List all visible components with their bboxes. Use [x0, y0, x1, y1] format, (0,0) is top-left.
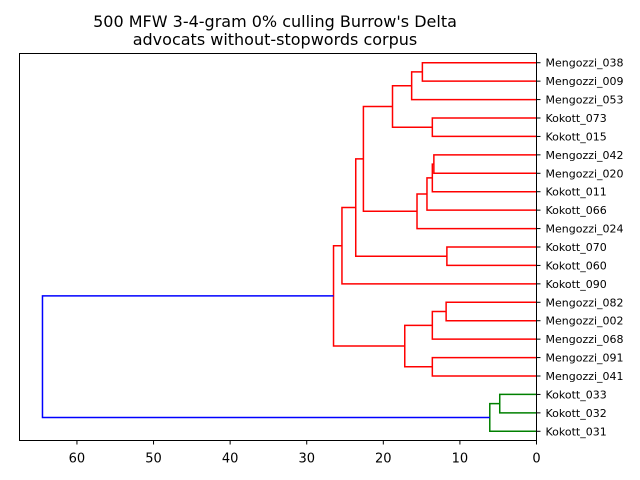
leaf-label: Mengozzi_068 — [546, 333, 624, 346]
dendrogram-link — [431, 163, 537, 193]
x-tick-label: 60 — [69, 452, 86, 467]
dendrogram-links — [41, 61, 537, 433]
dendrogram-link — [404, 324, 433, 368]
x-tick-label: 40 — [222, 452, 239, 467]
leaf-label: Kokott_015 — [546, 130, 607, 143]
dendrogram-link — [431, 356, 537, 377]
x-tick-label: 30 — [298, 452, 315, 467]
dendrogram-link — [332, 244, 405, 347]
dendrogram-link — [421, 61, 537, 82]
leaf-label: Mengozzi_091 — [546, 352, 624, 365]
leaf-label: Kokott_073 — [546, 112, 607, 125]
leaf-label: Mengozzi_024 — [546, 223, 624, 236]
leaf-labels: Mengozzi_038 Mengozzi_009 Mengozzi_053 Koko… — [536, 57, 624, 438]
dendrogram-link — [426, 177, 537, 211]
leaf-label: Kokott_031 — [546, 425, 607, 438]
dendrogram-link — [416, 193, 537, 230]
leaf-label: Mengozzi_042 — [546, 149, 624, 162]
leaf-label: Kokott_070 — [546, 241, 607, 254]
dendrogram-link — [391, 85, 433, 128]
x-tick-label: 20 — [375, 452, 392, 467]
x-tick-label: 10 — [452, 452, 469, 467]
leaf-label: Mengozzi_002 — [546, 315, 624, 328]
dendrogram-link — [445, 301, 537, 322]
x-tick-label: 0 — [532, 452, 540, 467]
dendrogram-link — [498, 393, 537, 414]
leaf-label: Mengozzi_053 — [546, 94, 624, 107]
dendrogram-link — [41, 295, 490, 419]
leaf-label: Kokott_011 — [546, 186, 607, 199]
leaf-label: Kokott_090 — [546, 278, 607, 291]
leaf-label: Mengozzi_020 — [546, 167, 624, 180]
dendrogram-link — [433, 154, 537, 175]
chart-title-line-2: advocats without-stopwords corpus — [133, 30, 418, 49]
leaf-label: Mengozzi_009 — [546, 75, 624, 88]
leaf-label: Kokott_060 — [546, 259, 607, 272]
dendrogram-link — [431, 310, 537, 340]
leaf-label: Mengozzi_082 — [546, 296, 624, 309]
dendrogram-link — [489, 402, 537, 433]
leaf-label: Mengozzi_041 — [546, 370, 624, 383]
chart-title-line-1: 500 MFW 3-4-gram 0% culling Burrow's Del… — [93, 12, 457, 31]
leaf-label: Mengozzi_038 — [546, 57, 624, 70]
x-tick-label: 50 — [145, 452, 162, 467]
dendrogram-link — [446, 246, 537, 267]
dendrogram-link — [362, 105, 418, 213]
dendrogram-link — [410, 71, 537, 101]
dendrogram-link — [341, 206, 537, 285]
x-axis-ticks: 60 50 40 30 20 10 0 — [69, 440, 541, 467]
dendrogram-link — [431, 117, 537, 138]
leaf-label: Kokott_032 — [546, 407, 607, 420]
leaf-label: Kokott_033 — [546, 388, 607, 401]
leaf-label: Kokott_066 — [546, 204, 607, 217]
